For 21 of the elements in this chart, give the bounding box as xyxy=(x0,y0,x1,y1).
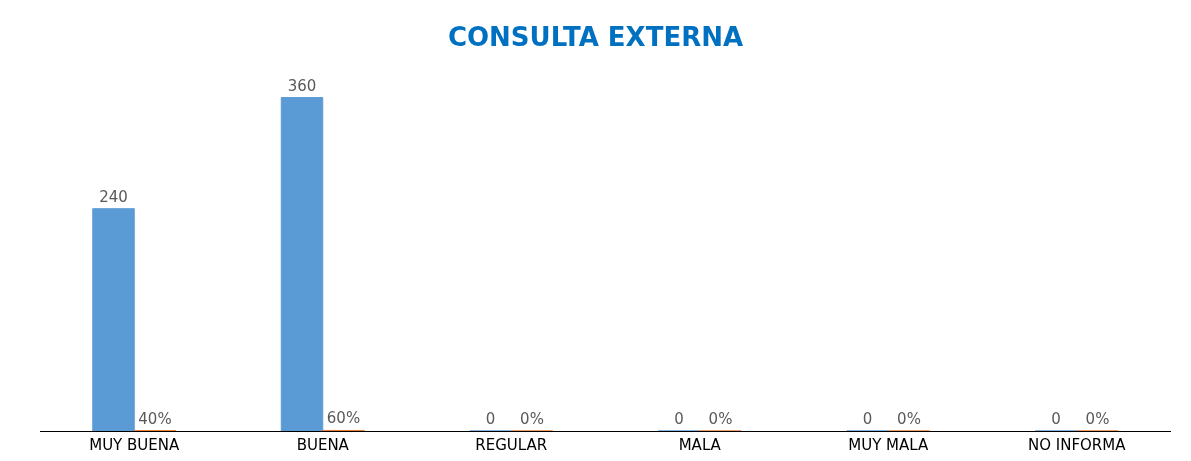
x-tick-label: MALA xyxy=(678,436,722,454)
x-tick-label: NO INFORMA xyxy=(1028,436,1127,454)
data-label: 0 xyxy=(862,410,873,428)
data-label: 0 xyxy=(674,410,684,428)
data-label: 40% xyxy=(138,409,172,428)
x-tick-label: BUENA xyxy=(296,436,350,454)
x-tick-label: MUY BUENA xyxy=(89,436,181,454)
data-label: 0 xyxy=(485,410,496,428)
data-label: 60% xyxy=(326,409,361,428)
data-label: 0% xyxy=(1085,410,1110,428)
data-label: 0% xyxy=(897,410,921,428)
data-label: 0 xyxy=(1051,410,1061,428)
chart-title: CONSULTA EXTERNA xyxy=(447,21,744,52)
bar xyxy=(92,208,135,431)
data-label: 240 xyxy=(99,187,128,206)
bar xyxy=(280,97,324,431)
data-label: 360 xyxy=(287,76,317,95)
x-tick-label: REGULAR xyxy=(475,436,548,454)
data-label: 0% xyxy=(708,410,733,428)
x-tick-label: MUY MALA xyxy=(848,436,929,454)
data-label: 0% xyxy=(520,410,544,428)
